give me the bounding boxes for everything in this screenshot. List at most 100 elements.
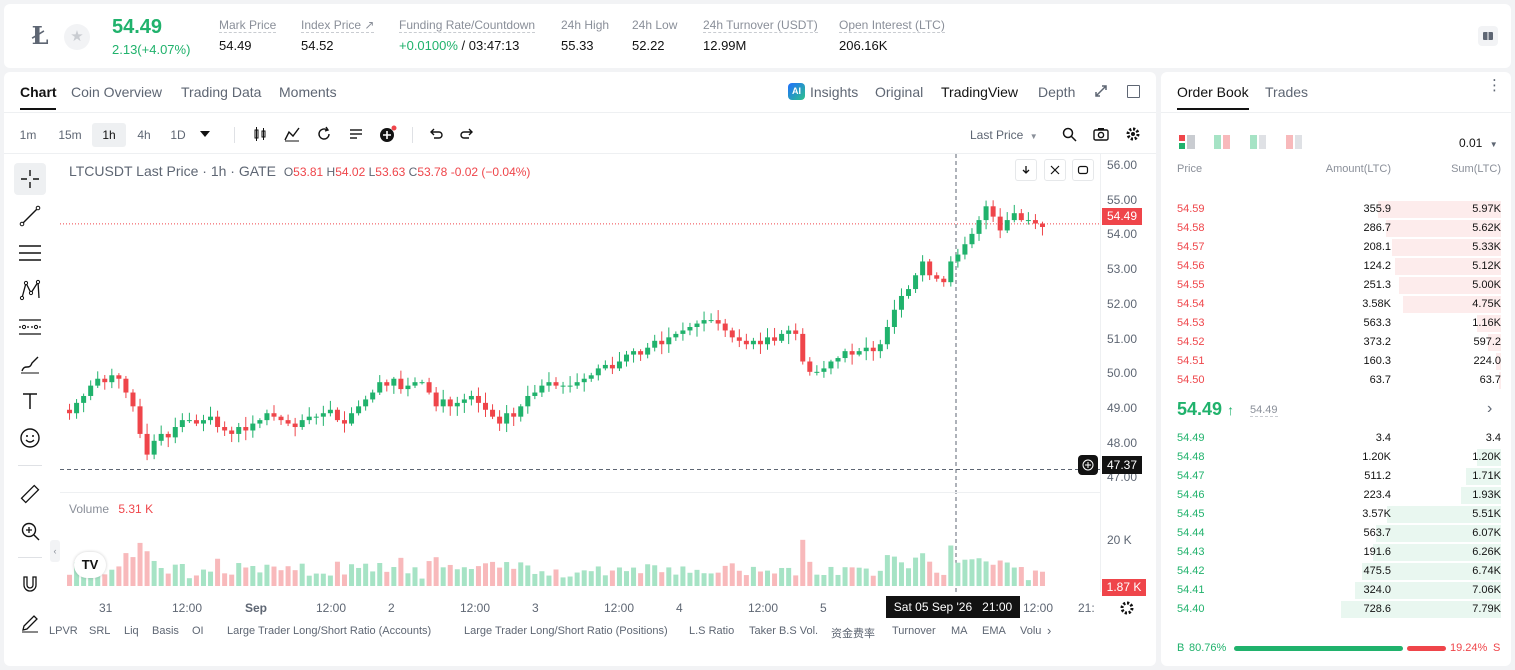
indicator-chip[interactable]: Large Trader Long/Short Ratio (Accounts) [227,625,432,637]
magnet-tool-icon[interactable] [14,568,46,600]
emoji-tool-icon[interactable] [14,422,46,454]
price-chart[interactable] [60,154,1100,613]
tab-trading-data[interactable]: Trading Data [181,84,262,100]
ask-row[interactable]: 54.55 251.3 5.00K [1161,276,1511,295]
bid-row[interactable]: 54.44 563.7 6.07K [1161,524,1511,543]
horizontal-lines-tool-icon[interactable] [14,237,46,269]
bid-row[interactable]: 54.49 3.4 3.4 [1161,429,1511,448]
ask-row[interactable]: 54.59 355.9 5.97K [1161,200,1511,219]
index-price-label[interactable]: Index Price ↗ [301,18,375,33]
ask-row[interactable]: 54.54 3.58K 4.75K [1161,295,1511,314]
book-icon[interactable] [1478,26,1498,46]
indicator-chip[interactable]: MA [951,625,968,637]
crosshair-tool-icon[interactable] [14,163,46,195]
camera-icon[interactable] [1090,123,1112,145]
view-bids-icon[interactable] [1250,135,1266,149]
zoom-in-tool-icon[interactable] [14,515,46,547]
pencil-lock-tool-icon[interactable] [14,607,46,639]
indicators-next-icon[interactable]: › [1047,623,1052,638]
crosshair-plus-icon[interactable] [1078,455,1098,475]
window-icon[interactable] [1127,85,1140,98]
indicator-chip[interactable]: L.S Ratio [689,625,735,637]
indicator-chip[interactable]: Taker B.S Vol. [749,625,819,637]
favorite-star-icon[interactable]: ★ [64,24,90,50]
add-indicator-icon[interactable] [377,123,399,145]
collapse-toolbar-icon[interactable]: ‹ [50,540,60,562]
chart-scroll-down-button[interactable] [1015,159,1037,181]
interval-15m[interactable]: 15m [58,128,82,142]
tab-trades[interactable]: Trades [1265,84,1309,100]
view-tradingview[interactable]: TradingView [941,84,1019,100]
bid-row[interactable]: 54.42 475.5 6.74K [1161,562,1511,581]
indicator-chip[interactable]: Large Trader Long/Short Ratio (Positions… [464,625,668,637]
undo-icon[interactable] [425,123,447,145]
indicator-chip[interactable]: EMA [982,625,1006,637]
indicator-chip[interactable]: Basis [152,625,179,637]
more-options-icon[interactable]: ⋮ [1487,77,1502,94]
bid-row[interactable]: 54.41 324.0 7.06K [1161,581,1511,600]
mid-price[interactable]: 54.49 ↑ [1177,399,1234,420]
candle-type-icon[interactable] [249,123,271,145]
ask-row[interactable]: 54.56 124.2 5.12K [1161,257,1511,276]
bid-row[interactable]: 54.40 728.6 7.79K [1161,600,1511,619]
tab-moments[interactable]: Moments [279,84,337,100]
view-both-icon[interactable] [1179,135,1195,149]
fullscreen-chart-button[interactable] [1072,159,1094,181]
tick-size-select[interactable]: 0.01 ▼ [1459,136,1498,150]
bid-row[interactable]: 54.43 191.6 6.26K [1161,543,1511,562]
insights-ai-icon[interactable]: AI [788,83,805,100]
indicator-chip[interactable]: Turnover [892,625,936,637]
expand-icon[interactable] [1094,84,1108,98]
collapse-chart-button[interactable] [1044,159,1066,181]
interval-1d[interactable]: 1D [170,128,186,142]
indicator-chip[interactable]: SRL [89,625,111,637]
view-asks-icon[interactable] [1286,135,1302,149]
indicator-chip[interactable]: Volu [1020,625,1042,637]
ask-row[interactable]: 54.53 563.3 1.16K [1161,314,1511,333]
candle [88,385,94,396]
interval-dropdown-icon[interactable] [194,123,216,145]
pattern-tool-icon[interactable] [14,274,46,306]
interval-1h[interactable]: 1h [92,123,126,147]
search-icon[interactable] [1058,123,1080,145]
insights-button[interactable]: Insights [810,84,859,100]
indicator-chip[interactable]: LPVR [49,625,78,637]
view-depth[interactable]: Depth [1038,84,1076,100]
tab-chart[interactable]: Chart [20,84,57,100]
chart-settings-gear-icon[interactable] [1119,600,1135,616]
trend-line-tool-icon[interactable] [14,200,46,232]
ask-row[interactable]: 54.52 373.2 597.2 [1161,333,1511,352]
ask-row[interactable]: 54.58 286.7 5.62K [1161,219,1511,238]
tab-coin-overview[interactable]: Coin Overview [71,84,163,100]
legend-high-label: H [326,165,336,179]
fib-tool-icon[interactable] [14,311,46,343]
view-split-icon[interactable] [1214,135,1230,149]
interval-1m[interactable]: 1m [19,128,37,142]
interval-4h[interactable]: 4h [137,128,151,142]
indicator-chip[interactable]: Liq [124,625,139,637]
mark-price-label: Mark Price [219,18,277,33]
redo-icon[interactable] [456,123,478,145]
ask-row[interactable]: 54.50 63.7 63.7 [1161,371,1511,390]
tradingview-logo-icon[interactable]: TV [74,552,106,578]
templates-icon[interactable] [345,123,367,145]
replay-icon[interactable] [313,123,335,145]
bid-row[interactable]: 54.47 511.2 1.71K [1161,467,1511,486]
indicator-chip[interactable]: OI [192,625,204,637]
brush-tool-icon[interactable] [14,348,46,380]
ruler-tool-icon[interactable] [14,478,46,510]
ask-row[interactable]: 54.57 208.1 5.33K [1161,238,1511,257]
mid-price-chevron-right-icon[interactable]: › [1487,400,1493,417]
tab-order-book[interactable]: Order Book [1177,84,1249,100]
bid-row[interactable]: 54.45 3.57K 5.51K [1161,505,1511,524]
indicators-icon[interactable] [281,123,303,145]
ask-row[interactable]: 54.51 160.3 224.0 [1161,352,1511,371]
view-original[interactable]: Original [875,84,924,100]
candle [377,382,383,393]
price-type-select[interactable]: Last Price ▼ [970,123,1046,147]
settings-gear-icon[interactable] [1122,123,1144,145]
bid-row[interactable]: 54.46 223.4 1.93K [1161,486,1511,505]
bid-row[interactable]: 54.48 1.20K 1.20K [1161,448,1511,467]
text-tool-icon[interactable] [14,385,46,417]
indicator-chip[interactable]: 资金费率 [831,628,875,640]
